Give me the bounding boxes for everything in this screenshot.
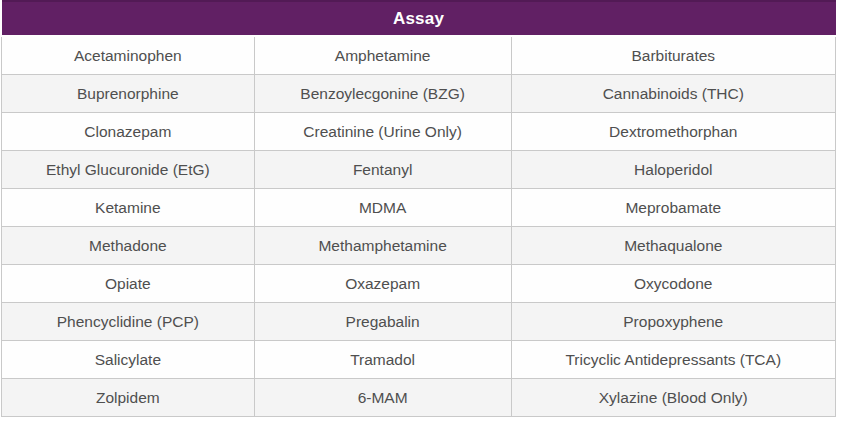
assay-table: Assay AcetaminophenAmphetamineBarbiturat… (1, 0, 836, 417)
assay-cell: Ketamine (2, 189, 255, 227)
assay-cell: Benzoylecgonine (BZG) (254, 75, 511, 113)
table-title: Assay (2, 1, 836, 36)
assay-cell: Dextromethorphan (511, 113, 835, 151)
assay-cell: Creatinine (Urine Only) (254, 113, 511, 151)
assay-cell: Amphetamine (254, 36, 511, 75)
assay-cell: Fentanyl (254, 151, 511, 189)
assay-cell: Oxycodone (511, 265, 835, 303)
table-row: MethadoneMethamphetamineMethaqualone (2, 227, 836, 265)
assay-cell: Opiate (2, 265, 255, 303)
table-row: Phencyclidine (PCP)PregabalinPropoxyphen… (2, 303, 836, 341)
assay-cell: Cannabinoids (THC) (511, 75, 835, 113)
assay-cell: Acetaminophen (2, 36, 255, 75)
table-row: AcetaminophenAmphetamineBarbiturates (2, 36, 836, 75)
assay-cell: Buprenorphine (2, 75, 255, 113)
table-row: SalicylateTramadolTricyclic Antidepressa… (2, 341, 836, 379)
assay-cell: Oxazepam (254, 265, 511, 303)
assay-cell: MDMA (254, 189, 511, 227)
assay-cell: Ethyl Glucuronide (EtG) (2, 151, 255, 189)
assay-cell: Methaqualone (511, 227, 835, 265)
assay-cell: 6-MAM (254, 379, 511, 417)
assay-cell: Tramadol (254, 341, 511, 379)
assay-cell: Pregabalin (254, 303, 511, 341)
table-row: Zolpidem6-MAMXylazine (Blood Only) (2, 379, 836, 417)
assay-cell: Xylazine (Blood Only) (511, 379, 835, 417)
assay-cell: Methadone (2, 227, 255, 265)
assay-cell: Haloperidol (511, 151, 835, 189)
table-row: KetamineMDMAMeprobamate (2, 189, 836, 227)
assay-cell: Phencyclidine (PCP) (2, 303, 255, 341)
table-row: BuprenorphineBenzoylecgonine (BZG)Cannab… (2, 75, 836, 113)
assay-cell: Meprobamate (511, 189, 835, 227)
assay-cell: Tricyclic Antidepressants (TCA) (511, 341, 835, 379)
assay-cell: Zolpidem (2, 379, 255, 417)
table-row: ClonazepamCreatinine (Urine Only)Dextrom… (2, 113, 836, 151)
assay-table-body: AcetaminophenAmphetamineBarbituratesBupr… (2, 36, 836, 417)
table-row: OpiateOxazepamOxycodone (2, 265, 836, 303)
table-header-row: Assay (2, 1, 836, 36)
assay-cell: Salicylate (2, 341, 255, 379)
assay-cell: Methamphetamine (254, 227, 511, 265)
assay-cell: Clonazepam (2, 113, 255, 151)
assay-cell: Propoxyphene (511, 303, 835, 341)
table-row: Ethyl Glucuronide (EtG)FentanylHaloperid… (2, 151, 836, 189)
assay-cell: Barbiturates (511, 36, 835, 75)
